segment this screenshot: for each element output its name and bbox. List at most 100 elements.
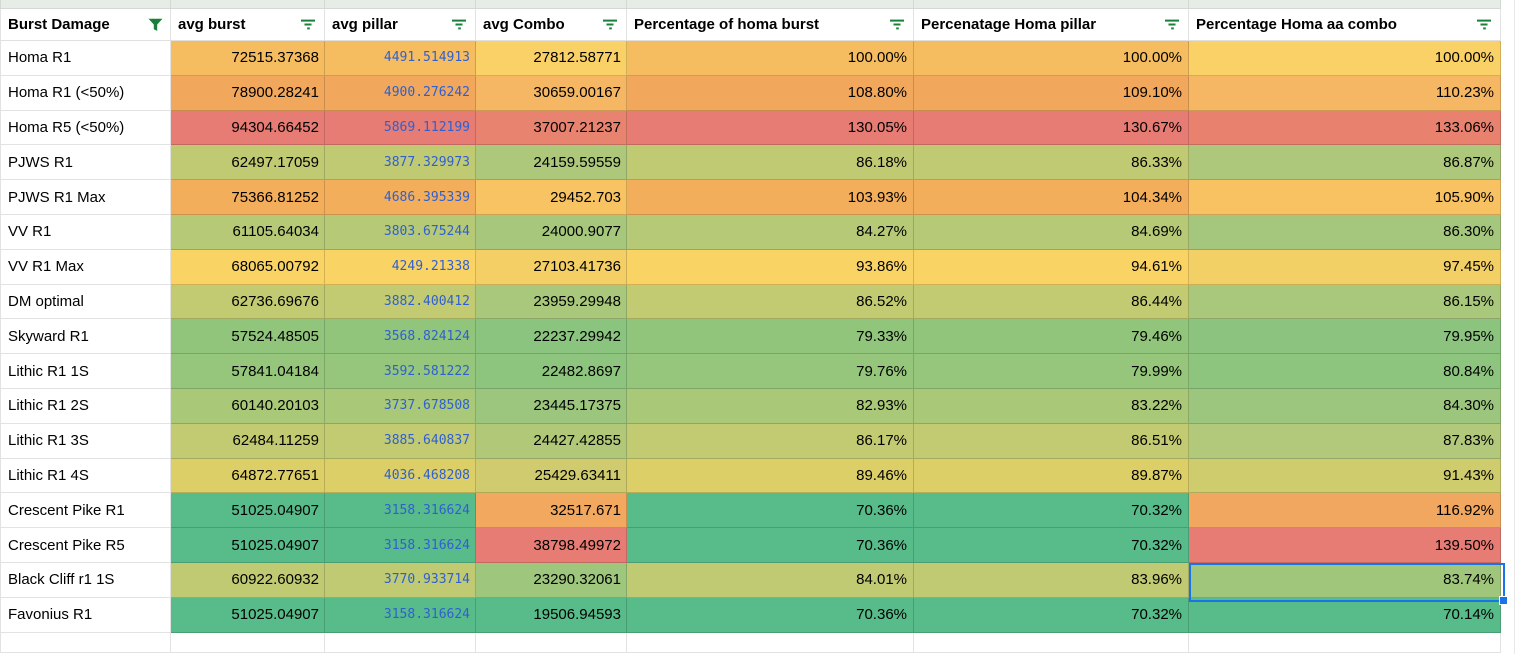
cell-avg-burst[interactable]: 62484.11259 — [171, 423, 325, 459]
cell-pct-pillar[interactable]: 86.33% — [914, 145, 1189, 181]
cell-avg-pillar[interactable]: 3877.329973 — [325, 145, 476, 181]
cell-avg-pillar[interactable]: 3158.316624 — [325, 597, 476, 633]
cell-pct-burst[interactable]: 79.76% — [627, 354, 914, 389]
filter-funnel-icon[interactable] — [148, 18, 163, 32]
cell-avg-combo[interactable]: 32517.671 — [476, 493, 627, 529]
cell-pct-pillar[interactable]: 109.10% — [914, 75, 1189, 111]
cell-weapon-name[interactable]: Lithic R1 4S — [0, 458, 171, 494]
cell-avg-pillar[interactable]: 3885.640837 — [325, 423, 476, 459]
cell-avg-burst[interactable]: 57524.48505 — [171, 319, 325, 355]
partial-cell[interactable] — [325, 0, 476, 9]
cell-avg-pillar[interactable]: 3568.824124 — [325, 319, 476, 355]
cell-pct-combo[interactable]: 105.90% — [1189, 180, 1501, 215]
cell-avg-burst[interactable]: 51025.04907 — [171, 528, 325, 563]
cell-pct-combo[interactable]: 80.84% — [1189, 354, 1501, 389]
cell-avg-pillar[interactable]: 3803.675244 — [325, 214, 476, 250]
cell-pct-combo[interactable]: 100.00% — [1189, 41, 1501, 76]
cell-pct-burst[interactable]: 103.93% — [627, 180, 914, 215]
cell-avg-pillar[interactable]: 3882.400412 — [325, 284, 476, 320]
empty-cell[interactable] — [1189, 632, 1501, 653]
cell-avg-pillar[interactable]: 4686.395339 — [325, 180, 476, 215]
filter-lines-icon[interactable] — [602, 18, 619, 31]
cell-weapon-name[interactable]: Lithic R1 2S — [0, 388, 171, 424]
cell-pct-combo[interactable]: 86.15% — [1189, 284, 1501, 320]
partial-cell[interactable] — [914, 0, 1189, 9]
cell-pct-combo[interactable]: 79.95% — [1189, 319, 1501, 355]
cell-weapon-name[interactable]: VV R1 Max — [0, 249, 171, 285]
cell-pct-burst[interactable]: 93.86% — [627, 249, 914, 285]
header-pct-homa-aa-combo[interactable]: Percentage Homa aa combo — [1189, 9, 1501, 41]
cell-avg-burst[interactable]: 68065.00792 — [171, 249, 325, 285]
empty-cell[interactable] — [914, 632, 1189, 653]
cell-avg-combo[interactable]: 23959.29948 — [476, 284, 627, 320]
cell-pct-burst[interactable]: 130.05% — [627, 110, 914, 146]
partial-cell[interactable] — [0, 0, 171, 9]
partial-cell[interactable] — [476, 0, 627, 9]
cell-pct-combo[interactable]: 139.50% — [1189, 528, 1501, 563]
cell-avg-combo[interactable]: 38798.49972 — [476, 528, 627, 563]
cell-pct-burst[interactable]: 79.33% — [627, 319, 914, 355]
cell-weapon-name[interactable]: PJWS R1 — [0, 145, 171, 181]
cell-avg-pillar[interactable]: 5869.112199 — [325, 110, 476, 146]
header-burst-damage[interactable]: Burst Damage — [0, 9, 171, 41]
cell-pct-burst[interactable]: 82.93% — [627, 388, 914, 424]
cell-weapon-name[interactable]: Crescent Pike R5 — [0, 528, 171, 563]
cell-pct-burst[interactable]: 100.00% — [627, 41, 914, 76]
cell-pct-combo[interactable]: 91.43% — [1189, 458, 1501, 494]
empty-cell[interactable] — [476, 632, 627, 653]
cell-weapon-name[interactable]: VV R1 — [0, 214, 171, 250]
cell-pct-burst[interactable]: 108.80% — [627, 75, 914, 111]
cell-avg-combo[interactable]: 23445.17375 — [476, 388, 627, 424]
cell-pct-pillar[interactable]: 70.32% — [914, 597, 1189, 633]
cell-avg-burst[interactable]: 62497.17059 — [171, 145, 325, 181]
cell-avg-pillar[interactable]: 3592.581222 — [325, 354, 476, 389]
cell-avg-combo[interactable]: 19506.94593 — [476, 597, 627, 633]
filter-lines-icon[interactable] — [889, 18, 906, 31]
cell-pct-burst[interactable]: 86.18% — [627, 145, 914, 181]
cell-weapon-name[interactable]: Skyward R1 — [0, 319, 171, 355]
filter-lines-icon[interactable] — [1476, 18, 1493, 31]
cell-avg-pillar[interactable]: 4036.468208 — [325, 458, 476, 494]
filter-lines-icon[interactable] — [300, 18, 317, 31]
cell-pct-burst[interactable]: 70.36% — [627, 493, 914, 529]
cell-avg-combo[interactable]: 37007.21237 — [476, 110, 627, 146]
cell-pct-pillar[interactable]: 89.87% — [914, 458, 1189, 494]
cell-avg-combo[interactable]: 23290.32061 — [476, 562, 627, 598]
cell-pct-combo[interactable]: 110.23% — [1189, 75, 1501, 111]
cell-pct-combo[interactable]: 97.45% — [1189, 249, 1501, 285]
cell-pct-pillar[interactable]: 104.34% — [914, 180, 1189, 215]
cell-weapon-name[interactable]: Homa R1 (<50%) — [0, 75, 171, 111]
cell-avg-burst[interactable]: 51025.04907 — [171, 597, 325, 633]
empty-cell[interactable] — [627, 632, 914, 653]
cell-avg-combo[interactable]: 27103.41736 — [476, 249, 627, 285]
header-pct-homa-burst[interactable]: Percentage of homa burst — [627, 9, 914, 41]
cell-avg-combo[interactable]: 25429.63411 — [476, 458, 627, 494]
partial-cell[interactable] — [1189, 0, 1501, 9]
cell-avg-combo[interactable]: 24159.59559 — [476, 145, 627, 181]
fill-handle[interactable] — [1499, 596, 1508, 605]
cell-avg-combo[interactable]: 22237.29942 — [476, 319, 627, 355]
cell-avg-combo[interactable]: 24427.42855 — [476, 423, 627, 459]
cell-weapon-name[interactable]: Favonius R1 — [0, 597, 171, 633]
cell-avg-burst[interactable]: 94304.66452 — [171, 110, 325, 146]
cell-pct-combo[interactable]: 86.87% — [1189, 145, 1501, 181]
cell-avg-burst[interactable]: 60922.60932 — [171, 562, 325, 598]
cell-pct-pillar[interactable]: 86.51% — [914, 423, 1189, 459]
partial-cell[interactable] — [627, 0, 914, 9]
cell-avg-pillar[interactable]: 3158.316624 — [325, 493, 476, 529]
cell-pct-pillar[interactable]: 79.46% — [914, 319, 1189, 355]
cell-avg-pillar[interactable]: 3770.933714 — [325, 562, 476, 598]
cell-pct-pillar[interactable]: 94.61% — [914, 249, 1189, 285]
cell-pct-burst[interactable]: 86.52% — [627, 284, 914, 320]
empty-cell[interactable] — [171, 632, 325, 653]
empty-cell[interactable] — [325, 632, 476, 653]
filter-lines-icon[interactable] — [451, 18, 468, 31]
cell-pct-burst[interactable]: 70.36% — [627, 528, 914, 563]
cell-weapon-name[interactable]: Homa R5 (<50%) — [0, 110, 171, 146]
cell-avg-pillar[interactable]: 4900.276242 — [325, 75, 476, 111]
cell-pct-burst[interactable]: 70.36% — [627, 597, 914, 633]
header-pct-homa-pillar[interactable]: Percenatage Homa pillar — [914, 9, 1189, 41]
cell-pct-combo[interactable]: 84.30% — [1189, 388, 1501, 424]
partial-cell[interactable] — [171, 0, 325, 9]
cell-pct-pillar[interactable]: 70.32% — [914, 528, 1189, 563]
